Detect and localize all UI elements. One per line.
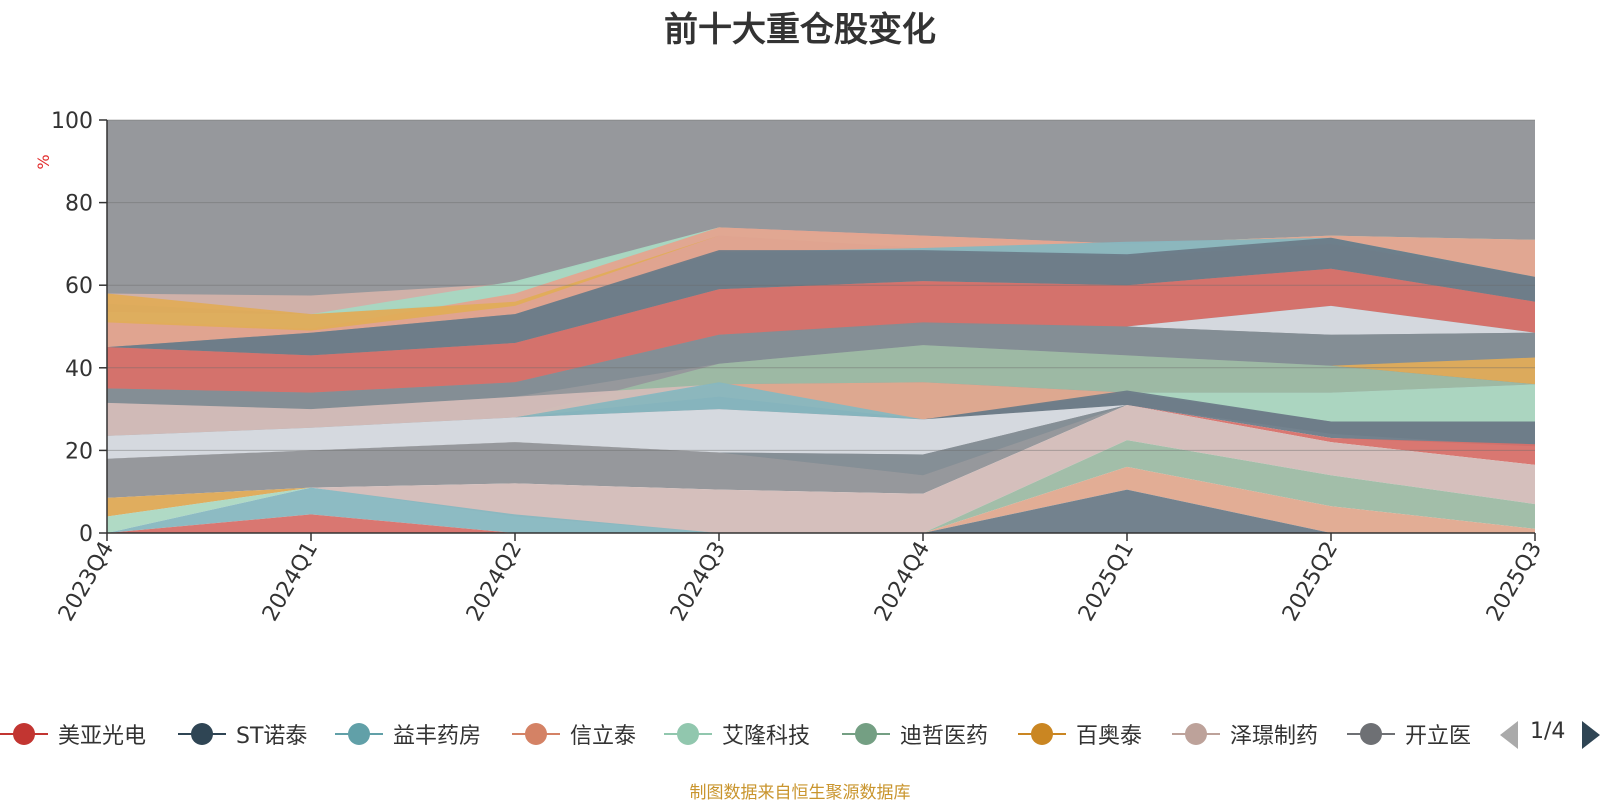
legend-label: 美亚光电 [58, 724, 147, 749]
legend-marker-icon [0, 716, 48, 752]
x-tick-label: 2023Q4 [54, 538, 119, 626]
area-band-14 [107, 382, 1535, 436]
legend-marker-icon [178, 716, 226, 752]
legend-item[interactable]: ST诺泰 [178, 716, 307, 752]
legend-marker-icon [512, 716, 560, 752]
x-tick-label: 2024Q4 [870, 538, 935, 626]
x-tick-label: 2025Q1 [1074, 538, 1139, 626]
legend-marker-icon [1018, 716, 1066, 752]
area-band-20 [107, 405, 1535, 476]
y-tick-label: 40 [65, 357, 93, 382]
legend-marker-icon [842, 716, 890, 752]
y-tick-label: 80 [65, 192, 93, 217]
legend-item[interactable]: 益丰药房 [335, 716, 481, 752]
legend-label: 信立泰 [570, 724, 637, 749]
legend-marker-icon [664, 716, 712, 752]
area-band-28 [107, 514, 1535, 533]
legend-label: 开立医 [1405, 724, 1472, 749]
area-band-19 [107, 405, 1535, 498]
legend-prev-icon[interactable] [1500, 721, 1518, 749]
legend-next-icon[interactable] [1582, 721, 1600, 749]
y-tick-label: 20 [65, 439, 93, 464]
legend: 美亚光电 ST诺泰 益丰药房 信立泰 艾隆科技 迪哲医药 百奥泰 泽璟制药 开立医 [0, 716, 1600, 752]
legend-label: 迪哲医药 [900, 724, 989, 749]
y-tick-label: 60 [65, 274, 93, 299]
legend-item[interactable]: 百奥泰 [1018, 716, 1142, 752]
area-band-25 [107, 487, 1535, 533]
legend-marker-icon [1172, 716, 1220, 752]
legend-item[interactable]: 开立医 [1347, 716, 1471, 752]
y-tick-label: 100 [51, 109, 93, 134]
legend-marker-icon [335, 716, 383, 752]
area-band-18 [107, 405, 1535, 459]
chart-title: 前十大重仓股变化 [664, 10, 936, 50]
legend-item[interactable]: 艾隆科技 [664, 716, 810, 752]
legend-item[interactable]: 信立泰 [512, 716, 636, 752]
legend-item[interactable]: 泽璟制药 [1172, 716, 1318, 752]
legend-label: 艾隆科技 [722, 724, 811, 749]
x-tick-label: 2025Q3 [1482, 538, 1547, 626]
legend-label: 益丰药房 [393, 724, 482, 749]
area-band-7 [107, 268, 1535, 393]
x-tick-label: 2024Q1 [258, 538, 323, 626]
area-band-12 [107, 382, 1535, 422]
legend-label: 泽璟制药 [1230, 724, 1319, 749]
legend-label: ST诺泰 [236, 724, 308, 749]
legend-item[interactable]: 迪哲医药 [842, 716, 988, 752]
chart-plot: 0 20 40 60 80 100% 2023Q4 2024Q1 2024Q2 2024Q3 202… [34, 109, 1547, 626]
area-band-5 [107, 235, 1535, 331]
x-tick-label: 2025Q2 [1278, 538, 1343, 626]
area-band-6 [107, 237, 1535, 356]
y-tick-label: 0 [79, 522, 93, 547]
legend-label: 百奥泰 [1076, 724, 1143, 749]
area-band-15 [107, 390, 1535, 447]
legend-page-indicator: 1/4 [1530, 719, 1566, 744]
area-band-9 [107, 322, 1535, 410]
area-band-8 [107, 305, 1535, 393]
area-band-3 [107, 227, 1535, 348]
area-band-24 [107, 489, 1535, 533]
area-band-23 [107, 466, 1535, 533]
area-band-11 [107, 345, 1535, 418]
area-band-27 [107, 487, 1535, 533]
data-source-note: 制图数据来自恒生聚源数据库 [689, 783, 911, 803]
x-tick-label: 2024Q3 [666, 538, 731, 626]
x-tick-label: 2024Q2 [462, 538, 527, 626]
area-band-22 [107, 440, 1535, 533]
legend-pager: 1/4 [1500, 716, 1600, 752]
y-axis-label: % [34, 154, 53, 169]
area-band-13 [107, 382, 1535, 436]
area-band-21 [107, 405, 1535, 533]
legend-marker-icon [1347, 716, 1395, 752]
legend-item[interactable]: 美亚光电 [0, 716, 146, 752]
